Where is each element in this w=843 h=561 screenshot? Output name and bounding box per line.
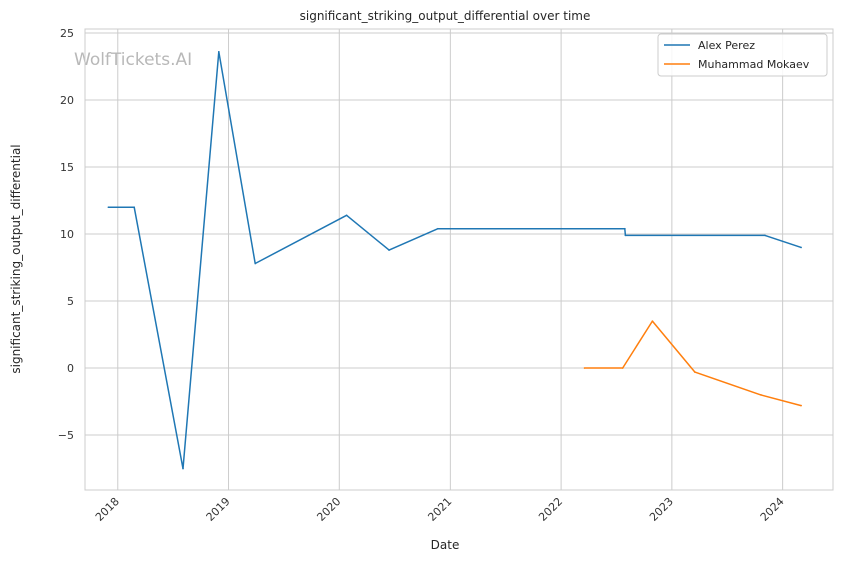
legend-label-alex-perez: Alex Perez [698,39,755,52]
y-tick-labels: 25 20 15 10 5 0 −5 [58,27,74,442]
data-point [624,227,626,230]
data-point [182,467,184,470]
data-point [254,262,257,265]
x-axis-title: Date [431,538,460,552]
series-group [107,50,802,470]
data-point [764,234,766,237]
plot-frame [84,28,834,491]
y-tick-label: −5 [58,429,74,442]
data-point [651,320,654,322]
x-tick-labels: 2018 2019 2020 2021 2022 2023 2024 [93,495,787,524]
data-point [437,227,439,230]
data-point [621,367,624,369]
data-point [583,367,586,369]
plot-background [85,29,833,490]
x-tick-label: 2022 [536,495,565,524]
data-point [624,234,627,237]
data-point [107,206,110,209]
legend: Alex Perez Muhammad Mokaev [657,33,828,77]
data-point [759,394,762,396]
y-tick-label: 20 [60,94,74,107]
y-tick-label: 10 [60,228,74,241]
y-tick-label: 5 [67,295,74,308]
data-point [800,404,802,407]
data-point [388,249,390,251]
x-tick-label: 2024 [758,495,787,524]
chart-title: significant_striking_output_differential… [300,9,591,23]
y-axis-title: significant_striking_output_differential [9,144,23,373]
data-point [800,246,802,249]
x-tick-label: 2021 [425,495,454,524]
data-point [345,214,348,217]
data-point [218,50,220,53]
data-point [694,371,696,373]
watermark-text: WolfTickets.AI [74,50,192,70]
x-tick-label: 2020 [314,495,343,524]
series-line-muhammad-mokaev [584,320,802,407]
series-line-alex-perez [108,51,802,470]
grid-lines [85,29,833,490]
x-tick-label: 2018 [93,495,122,524]
x-tick-label: 2019 [204,495,233,524]
y-tick-label: 15 [60,161,74,174]
x-tick-label: 2023 [647,495,676,524]
legend-box [657,33,828,77]
data-point [133,206,135,209]
y-tick-label: 0 [67,362,74,375]
legend-label-muhammad-mokaev: Muhammad Mokaev [698,58,810,71]
y-tick-label: 25 [60,27,74,40]
